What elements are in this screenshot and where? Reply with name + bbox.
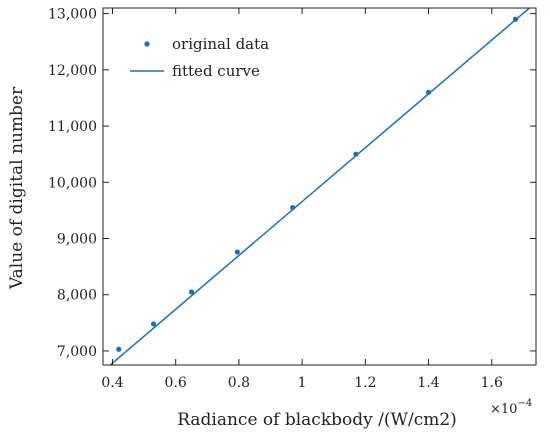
legend-label-original-data: original data <box>172 35 269 53</box>
x-tick-label: 1.4 <box>417 375 439 391</box>
data-point <box>116 346 122 352</box>
x-tick-label: 1.2 <box>354 375 376 391</box>
x-tick-label: 0.4 <box>101 375 123 391</box>
data-point <box>188 289 195 295</box>
y-tick-label: 13,000 <box>48 7 97 23</box>
plot-marks <box>109 8 531 365</box>
legend-label-fitted-curve: fitted curve <box>172 62 260 80</box>
legend-marker-original-data <box>144 41 150 47</box>
legend: original data fitted curve <box>130 35 269 80</box>
x-tick-label: 1.6 <box>481 375 503 391</box>
x-axis-multiplier-exponent: −4 <box>517 398 532 409</box>
x-tick-label: 0.6 <box>165 375 187 391</box>
y-tick-label: 10,000 <box>48 175 97 191</box>
y-tick-label: 7,000 <box>57 344 97 360</box>
plot-frame <box>102 7 537 366</box>
x-tick-label: 0.8 <box>228 375 250 391</box>
y-tick-label: 9,000 <box>57 232 97 248</box>
data-point <box>150 321 157 327</box>
data-point <box>512 16 519 22</box>
fitted-curve-line <box>109 8 531 365</box>
data-point <box>425 89 432 95</box>
y-tick-label: 11,000 <box>48 119 97 135</box>
x-tick-label: 1 <box>298 375 307 391</box>
data-point <box>353 151 359 157</box>
axis-ticks: 0.4 0.6 0.8 1 1.2 1.4 1.6 7,000 8,000 9,000 10,000… <box>48 7 536 391</box>
y-tick-label: 8,000 <box>57 288 97 304</box>
y-tick-label: 12,000 <box>48 63 97 79</box>
data-point <box>234 249 240 255</box>
x-axis-multiplier-base: ×10 <box>490 402 517 417</box>
x-axis-title: Radiance of blackbody /(W/cm2) <box>177 410 457 430</box>
data-point <box>290 204 296 211</box>
y-axis-title: Value of digital number <box>7 86 27 290</box>
x-axis-multiplier: ×10−4 <box>490 398 532 417</box>
